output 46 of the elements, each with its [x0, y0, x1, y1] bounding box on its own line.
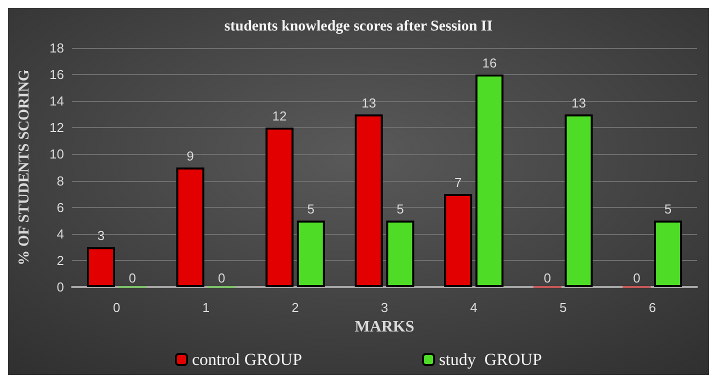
data-label: 0: [633, 270, 640, 286]
data-label: 3: [97, 228, 105, 244]
bar: [296, 220, 325, 287]
y-tick-label: 6: [56, 200, 64, 215]
x-tick-label: 1: [202, 300, 210, 315]
y-tick-label: 8: [56, 173, 64, 188]
data-label: 0: [218, 270, 226, 286]
data-label: 5: [307, 202, 315, 217]
bar: [475, 74, 504, 287]
y-tick-label: 18: [50, 40, 64, 56]
y-tick-label: 10: [50, 146, 64, 162]
data-label: 5: [396, 202, 404, 217]
y-tick-label: 0: [56, 280, 64, 294]
bar: [86, 247, 115, 287]
x-tick-label: 3: [380, 300, 388, 315]
legend-label: control GROUP: [192, 350, 302, 369]
data-label: 5: [664, 202, 672, 217]
x-tick-label: 2: [292, 300, 299, 315]
y-axis-title: % OF STUDENTS SCORING: [16, 69, 32, 266]
y-tick-label: 16: [50, 67, 64, 82]
bar: [386, 220, 414, 287]
data-label: 13: [572, 95, 586, 110]
data-label: 16: [482, 56, 497, 71]
data-label: 0: [544, 270, 552, 286]
data-label: 7: [454, 175, 462, 190]
bar: [354, 114, 383, 287]
x-tick-label: 5: [559, 300, 567, 315]
x-tick-label: 6: [648, 300, 656, 315]
x-tick-label: 0: [113, 300, 120, 315]
y-tick-label: 4: [56, 226, 64, 242]
data-label: 0: [128, 270, 136, 286]
bar: [266, 128, 294, 287]
y-tick-label: 14: [50, 94, 64, 109]
chart-title: students knowledge scores after Session II: [224, 18, 493, 34]
bar: [176, 168, 204, 287]
x-tick-label: 4: [470, 300, 478, 315]
data-label: 12: [272, 108, 287, 124]
bar: [444, 194, 472, 287]
y-tick-label: 12: [50, 120, 64, 136]
bar: [564, 114, 593, 287]
data-label: 9: [186, 148, 194, 164]
y-tick-label: 2: [56, 252, 64, 268]
x-axis-title: MARKS: [354, 318, 414, 336]
legend-label: study GROUP: [439, 350, 542, 369]
bar: [654, 220, 682, 287]
data-label: 13: [362, 95, 376, 110]
